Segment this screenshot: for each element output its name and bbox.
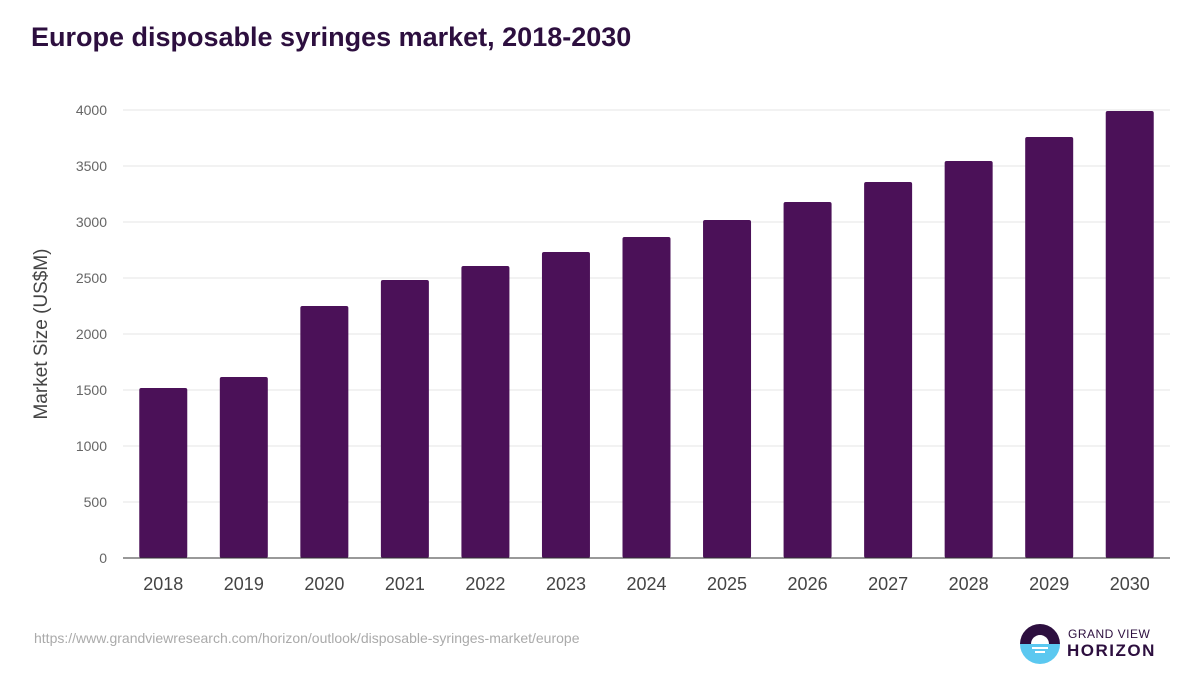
bar-2026 — [783, 201, 832, 558]
y-tick-label: 3000 — [76, 214, 107, 230]
bar-2022 — [461, 266, 510, 558]
bar-2027 — [864, 182, 913, 559]
bar-2024 — [622, 237, 671, 558]
y-tick-label: 0 — [99, 550, 107, 566]
logo-text-horizon: HORIZON — [1067, 641, 1156, 660]
bar-2025 — [703, 219, 752, 558]
bar-2019 — [219, 377, 268, 558]
bar-2020 — [300, 306, 349, 558]
x-tick-label: 2022 — [465, 574, 505, 594]
x-tick-label: 2024 — [626, 574, 666, 594]
y-tick-label: 4000 — [76, 102, 107, 118]
bar-2030 — [1105, 111, 1154, 559]
logo-text-grand-view: GRAND VIEW — [1068, 627, 1151, 641]
x-tick-label: 2019 — [224, 574, 264, 594]
y-tick-label: 3500 — [76, 158, 107, 174]
x-tick-label: 2021 — [385, 574, 425, 594]
y-tick-label: 1500 — [76, 382, 107, 398]
bar-2029 — [1025, 136, 1074, 558]
bar-2023 — [541, 252, 590, 559]
y-tick-label: 2000 — [76, 326, 107, 342]
bar-2021 — [380, 280, 429, 558]
chart-title: Europe disposable syringes market, 2018-… — [31, 22, 632, 52]
x-tick-label: 2029 — [1029, 574, 1069, 594]
x-tick-label: 2025 — [707, 574, 747, 594]
x-tick-label: 2030 — [1110, 574, 1150, 594]
grand-view-horizon-logo-icon — [1020, 624, 1060, 664]
bar-2028 — [944, 160, 993, 558]
y-axis-label: Market Size (US$M) — [31, 248, 52, 419]
bar-chart: 0 500 1000 1500 2000 2500 3000 3500 4000 2018 2019… — [31, 102, 1170, 594]
x-tick-label: 2026 — [788, 574, 828, 594]
x-tick-label: 2020 — [304, 574, 344, 594]
y-tick-label: 2500 — [76, 270, 107, 286]
y-tick-label: 500 — [84, 494, 108, 510]
y-tick-label: 1000 — [76, 438, 107, 454]
x-tick-label: 2018 — [143, 574, 183, 594]
x-tick-label: 2027 — [868, 574, 908, 594]
bar-2018 — [139, 387, 188, 558]
x-tick-label: 2023 — [546, 574, 586, 594]
source-url[interactable]: https://www.grandviewresearch.com/horizo… — [34, 630, 580, 646]
x-tick-label: 2028 — [949, 574, 989, 594]
